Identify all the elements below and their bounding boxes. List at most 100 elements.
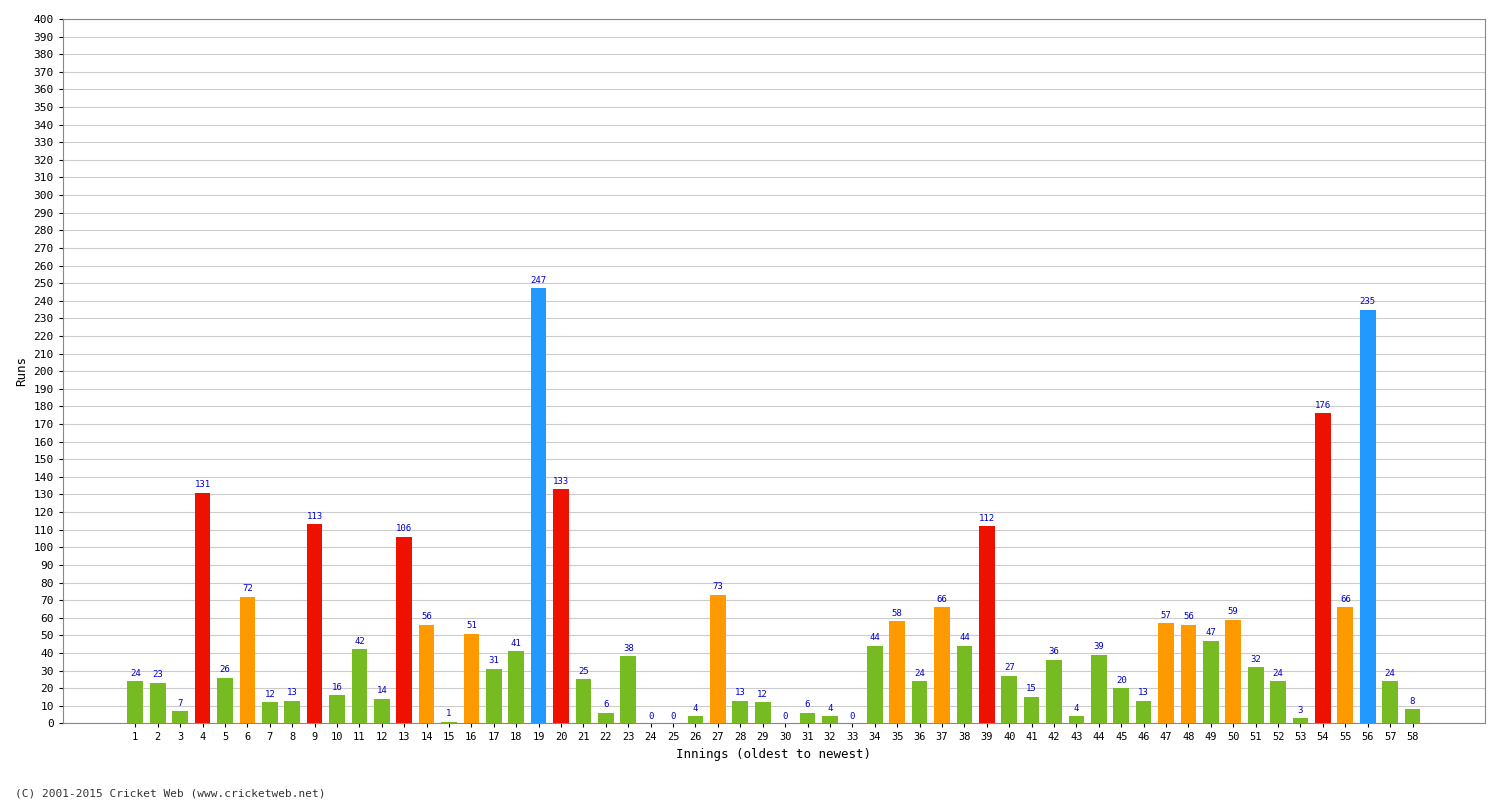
- Text: 59: 59: [1228, 607, 1239, 616]
- Bar: [240, 597, 255, 723]
- Text: 24: 24: [1384, 669, 1395, 678]
- Bar: [128, 681, 142, 723]
- Text: 56: 56: [422, 612, 432, 622]
- Bar: [1270, 681, 1286, 723]
- Bar: [1002, 676, 1017, 723]
- Y-axis label: Runs: Runs: [15, 356, 28, 386]
- Text: 6: 6: [603, 700, 609, 710]
- Text: 41: 41: [512, 638, 522, 648]
- Text: (C) 2001-2015 Cricket Web (www.cricketweb.net): (C) 2001-2015 Cricket Web (www.cricketwe…: [15, 788, 326, 798]
- Bar: [598, 713, 613, 723]
- Text: 235: 235: [1359, 297, 1376, 306]
- Text: 31: 31: [489, 656, 500, 666]
- Text: 0: 0: [670, 712, 676, 721]
- Text: 47: 47: [1206, 628, 1216, 637]
- Text: 58: 58: [892, 609, 903, 618]
- Bar: [328, 695, 345, 723]
- Bar: [172, 711, 188, 723]
- Bar: [262, 702, 278, 723]
- Bar: [1046, 660, 1062, 723]
- Text: 106: 106: [396, 524, 412, 534]
- Text: 24: 24: [914, 669, 926, 678]
- Text: 44: 44: [958, 634, 970, 642]
- Text: 4: 4: [1074, 704, 1078, 713]
- Text: 176: 176: [1316, 401, 1330, 410]
- Text: 133: 133: [554, 477, 568, 486]
- Text: 73: 73: [712, 582, 723, 591]
- Bar: [509, 651, 524, 723]
- Text: 38: 38: [622, 644, 633, 653]
- Bar: [687, 716, 703, 723]
- Bar: [1068, 716, 1084, 723]
- X-axis label: Innings (oldest to newest): Innings (oldest to newest): [676, 748, 871, 761]
- Bar: [285, 701, 300, 723]
- Bar: [980, 526, 994, 723]
- Bar: [621, 657, 636, 723]
- Bar: [1316, 414, 1330, 723]
- Bar: [150, 683, 165, 723]
- Text: 1: 1: [447, 709, 452, 718]
- Text: 247: 247: [531, 276, 546, 285]
- Bar: [1136, 701, 1152, 723]
- Text: 32: 32: [1251, 654, 1262, 663]
- Text: 15: 15: [1026, 685, 1036, 694]
- Bar: [396, 537, 412, 723]
- Bar: [890, 622, 904, 723]
- Text: 24: 24: [1272, 669, 1284, 678]
- Text: 8: 8: [1410, 697, 1414, 706]
- Text: 25: 25: [578, 667, 590, 676]
- Bar: [934, 607, 950, 723]
- Text: 113: 113: [306, 512, 322, 521]
- Text: 39: 39: [1094, 642, 1104, 651]
- Bar: [419, 625, 435, 723]
- Bar: [1180, 625, 1197, 723]
- Bar: [822, 716, 839, 723]
- Text: 16: 16: [332, 682, 342, 692]
- Bar: [867, 646, 882, 723]
- Text: 56: 56: [1184, 612, 1194, 622]
- Bar: [351, 650, 368, 723]
- Text: 66: 66: [936, 594, 948, 604]
- Bar: [710, 595, 726, 723]
- Bar: [554, 489, 568, 723]
- Bar: [957, 646, 972, 723]
- Bar: [441, 722, 458, 723]
- Text: 13: 13: [286, 688, 297, 697]
- Bar: [1383, 681, 1398, 723]
- Text: 51: 51: [466, 621, 477, 630]
- Bar: [800, 713, 816, 723]
- Bar: [576, 679, 591, 723]
- Text: 3: 3: [1298, 706, 1304, 714]
- Bar: [1090, 654, 1107, 723]
- Text: 7: 7: [177, 698, 183, 707]
- Text: 57: 57: [1161, 610, 1172, 619]
- Text: 4: 4: [827, 704, 833, 713]
- Text: 12: 12: [264, 690, 274, 698]
- Bar: [732, 701, 748, 723]
- Bar: [1248, 667, 1263, 723]
- Text: 72: 72: [242, 584, 252, 593]
- Bar: [754, 702, 771, 723]
- Text: 112: 112: [978, 514, 994, 522]
- Text: 36: 36: [1048, 647, 1059, 657]
- Text: 6: 6: [806, 700, 810, 710]
- Bar: [1158, 623, 1174, 723]
- Text: 26: 26: [219, 665, 231, 674]
- Text: 14: 14: [376, 686, 387, 695]
- Bar: [1293, 718, 1308, 723]
- Bar: [486, 669, 501, 723]
- Text: 20: 20: [1116, 676, 1126, 685]
- Bar: [1404, 710, 1420, 723]
- Text: 131: 131: [195, 480, 210, 489]
- Text: 23: 23: [153, 670, 164, 679]
- Bar: [306, 525, 322, 723]
- Text: 0: 0: [648, 712, 654, 721]
- Text: 4: 4: [693, 704, 698, 713]
- Text: 12: 12: [758, 690, 768, 698]
- Bar: [531, 289, 546, 723]
- Text: 24: 24: [130, 669, 141, 678]
- Bar: [1226, 619, 1240, 723]
- Text: 44: 44: [870, 634, 880, 642]
- Bar: [1338, 607, 1353, 723]
- Text: 13: 13: [735, 688, 746, 697]
